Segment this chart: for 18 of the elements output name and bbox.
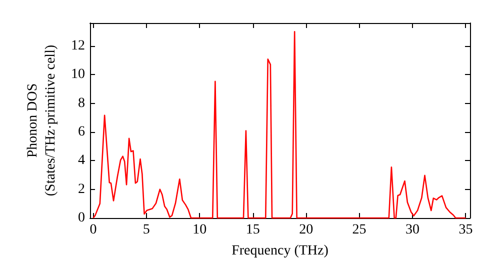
x-tick-label: 25	[352, 222, 366, 238]
y-axis-title: Phonon DOS (States/THz·primitive cell)	[26, 44, 59, 196]
x-tick-label: 0	[90, 222, 97, 238]
x-tick-label: 10	[192, 222, 207, 238]
line-series	[92, 30, 466, 219]
x-tick-label: 35	[458, 222, 473, 238]
y-tick-label: 6	[78, 124, 85, 140]
x-axis-title: Frequency (THz)	[232, 244, 329, 258]
x-tick-label: 15	[246, 222, 260, 238]
y-tick-label: 4	[78, 153, 85, 168]
x-tick-label: 20	[299, 222, 314, 238]
y-tick-label: 12	[71, 38, 85, 54]
y-tick-label: 8	[78, 96, 85, 111]
y-tick-label: 0	[78, 210, 85, 226]
x-tick-label: 5	[142, 222, 150, 238]
y-tick-label: 2	[78, 182, 85, 197]
y-tick-label: 10	[71, 67, 85, 82]
x-tick-label: 30	[406, 222, 420, 238]
